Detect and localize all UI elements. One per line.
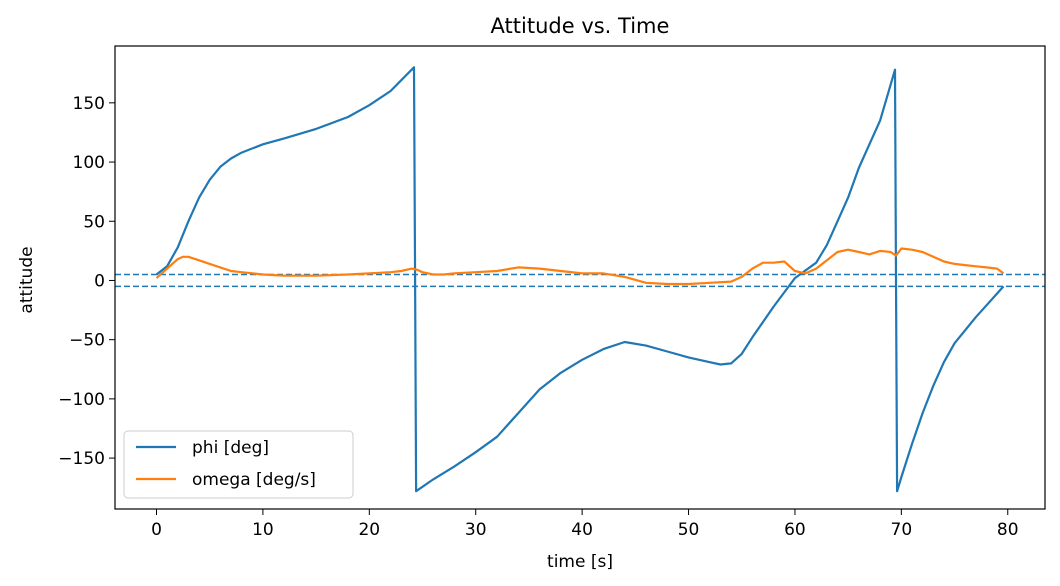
- y-axis-label: attitude: [17, 246, 37, 313]
- x-tick-label: 20: [358, 520, 380, 540]
- y-tick-label: 100: [73, 153, 105, 173]
- x-tick-label: 0: [151, 520, 162, 540]
- x-tick-label: 30: [465, 520, 487, 540]
- x-tick-label: 80: [997, 520, 1019, 540]
- x-tick-label: 70: [891, 520, 913, 540]
- x-tick-label: 50: [678, 520, 700, 540]
- series-lines: [155, 66, 1005, 493]
- y-axis: −150 −100 −50 0 50 100 150: [58, 94, 115, 469]
- y-tick-label: 50: [83, 212, 105, 232]
- x-tick-label: 40: [571, 520, 593, 540]
- x-tick-label: 10: [252, 520, 274, 540]
- legend-label-omega: omega [deg/s]: [192, 470, 316, 490]
- x-axis-label: time [s]: [547, 552, 613, 572]
- y-tick-label: −150: [58, 449, 105, 469]
- y-tick-label: −50: [69, 331, 105, 351]
- chart-title: Attitude vs. Time: [491, 14, 670, 38]
- x-axis: 0 10 20 30 40 50 60 70 80: [151, 509, 1019, 540]
- legend-box: [123, 430, 354, 499]
- legend: phi [deg] omega [deg/s]: [123, 430, 354, 499]
- plot-frame: [114, 45, 1046, 510]
- series-line-phi: [155, 66, 1005, 493]
- series-line-omega: [155, 247, 1005, 286]
- plot-area: [114, 45, 1046, 510]
- y-tick-label: −100: [58, 390, 105, 410]
- x-tick-label: 60: [784, 520, 806, 540]
- y-tick-label: 0: [94, 271, 105, 291]
- y-tick-label: 150: [73, 94, 105, 114]
- legend-label-phi: phi [deg]: [192, 438, 269, 458]
